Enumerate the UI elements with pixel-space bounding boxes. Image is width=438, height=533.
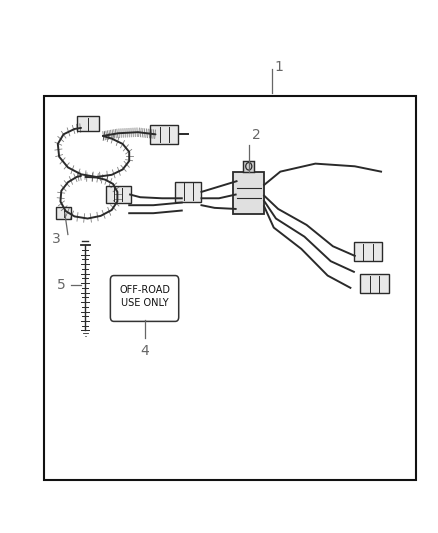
Text: OFF-ROAD
USE ONLY: OFF-ROAD USE ONLY	[119, 285, 170, 308]
Text: 1: 1	[274, 60, 283, 74]
Bar	[77, 116, 99, 131]
Text: 3: 3	[52, 232, 60, 246]
FancyBboxPatch shape	[110, 276, 179, 321]
Bar	[244, 161, 254, 172]
Bar	[360, 274, 389, 293]
Bar	[354, 242, 382, 261]
Bar	[56, 207, 71, 219]
Text: 4: 4	[140, 344, 149, 358]
Text: 5: 5	[57, 278, 66, 292]
Bar	[150, 125, 179, 143]
Bar	[106, 186, 131, 203]
Bar	[175, 182, 201, 202]
Text: 2: 2	[252, 128, 261, 142]
Bar	[233, 172, 264, 214]
Bar	[44, 96, 416, 480]
